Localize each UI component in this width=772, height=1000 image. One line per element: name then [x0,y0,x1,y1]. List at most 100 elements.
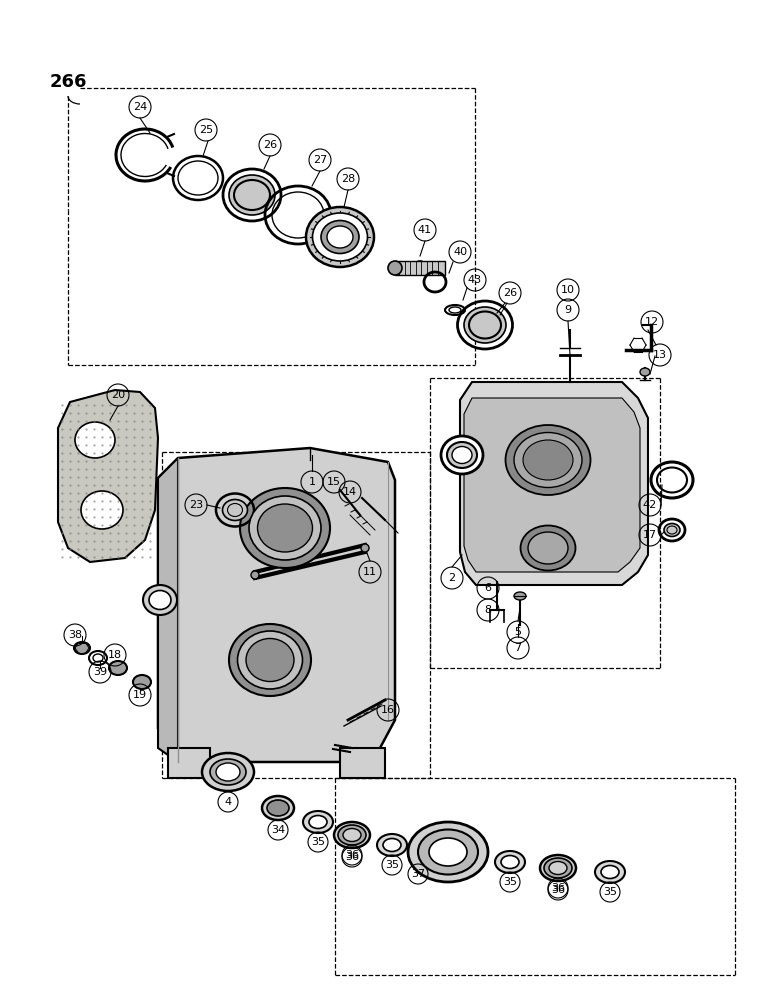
Text: 43: 43 [468,275,482,285]
Ellipse shape [514,432,582,488]
Ellipse shape [495,851,525,873]
Ellipse shape [343,828,361,842]
Ellipse shape [251,571,259,579]
Text: 18: 18 [108,650,122,660]
Text: 7: 7 [514,643,522,653]
Ellipse shape [210,759,246,785]
Ellipse shape [240,488,330,568]
Ellipse shape [109,661,127,675]
Text: 37: 37 [411,869,425,879]
Text: 5: 5 [514,627,522,637]
Text: 41: 41 [418,225,432,235]
Ellipse shape [523,440,573,480]
Text: 17: 17 [643,530,657,540]
Ellipse shape [246,639,294,682]
Ellipse shape [595,861,625,883]
Polygon shape [158,458,178,762]
Ellipse shape [327,226,353,248]
Text: 39: 39 [93,667,107,677]
Text: 266: 266 [50,73,87,91]
Text: 19: 19 [133,690,147,700]
Ellipse shape [361,544,369,552]
Text: 9: 9 [564,305,571,315]
Ellipse shape [262,796,294,820]
Ellipse shape [464,307,506,343]
Ellipse shape [377,834,407,856]
Polygon shape [464,398,640,572]
Text: 13: 13 [653,350,667,360]
Ellipse shape [149,590,171,609]
Polygon shape [340,748,385,778]
Text: 35: 35 [503,877,517,887]
Ellipse shape [309,816,327,828]
Ellipse shape [520,526,575,570]
Ellipse shape [528,532,568,564]
Text: 15: 15 [327,477,341,487]
Text: 38: 38 [68,630,82,640]
Ellipse shape [222,499,248,520]
Ellipse shape [133,675,151,689]
Text: 2: 2 [449,573,455,583]
Text: 27: 27 [313,155,327,165]
Ellipse shape [238,631,303,689]
Ellipse shape [383,838,401,852]
Text: 4: 4 [225,797,232,807]
Text: 42: 42 [643,500,657,510]
Ellipse shape [549,861,567,874]
Text: 36: 36 [551,885,565,895]
Polygon shape [158,448,395,762]
Ellipse shape [544,858,572,878]
Ellipse shape [74,642,90,654]
Polygon shape [395,261,445,275]
Ellipse shape [81,491,123,529]
Text: 35: 35 [385,860,399,870]
Text: 26: 26 [503,288,517,298]
Ellipse shape [408,822,488,882]
Text: 36: 36 [551,883,565,893]
Ellipse shape [334,822,370,848]
Text: 16: 16 [381,705,395,715]
Text: 11: 11 [363,567,377,577]
Ellipse shape [429,838,467,866]
Ellipse shape [216,763,240,781]
Text: 36: 36 [345,852,359,862]
Text: 24: 24 [133,102,147,112]
Ellipse shape [258,504,313,552]
Ellipse shape [601,865,619,879]
Text: 26: 26 [263,140,277,150]
Text: 1: 1 [309,477,316,487]
Ellipse shape [229,624,311,696]
Text: 6: 6 [485,583,492,593]
Text: 23: 23 [189,500,203,510]
Ellipse shape [313,213,367,261]
Ellipse shape [306,207,374,267]
Ellipse shape [452,446,472,464]
Text: 35: 35 [311,837,325,847]
Text: 36: 36 [345,850,359,860]
Ellipse shape [413,261,427,275]
Ellipse shape [388,261,402,275]
Ellipse shape [249,496,321,560]
Text: 28: 28 [341,174,355,184]
Ellipse shape [447,442,477,468]
Ellipse shape [229,175,275,215]
Ellipse shape [202,753,254,791]
Text: 10: 10 [561,285,575,295]
Ellipse shape [303,811,333,833]
Ellipse shape [418,830,478,874]
Text: 20: 20 [111,390,125,400]
Polygon shape [460,382,648,585]
Ellipse shape [640,368,650,376]
Text: 34: 34 [271,825,285,835]
Ellipse shape [514,592,526,600]
Text: 25: 25 [199,125,213,135]
Ellipse shape [338,825,366,845]
Ellipse shape [506,425,591,495]
Text: 14: 14 [343,487,357,497]
Ellipse shape [75,422,115,458]
Ellipse shape [267,800,289,816]
Text: 12: 12 [645,317,659,327]
Ellipse shape [441,436,483,474]
Ellipse shape [540,855,576,881]
Ellipse shape [143,585,177,615]
